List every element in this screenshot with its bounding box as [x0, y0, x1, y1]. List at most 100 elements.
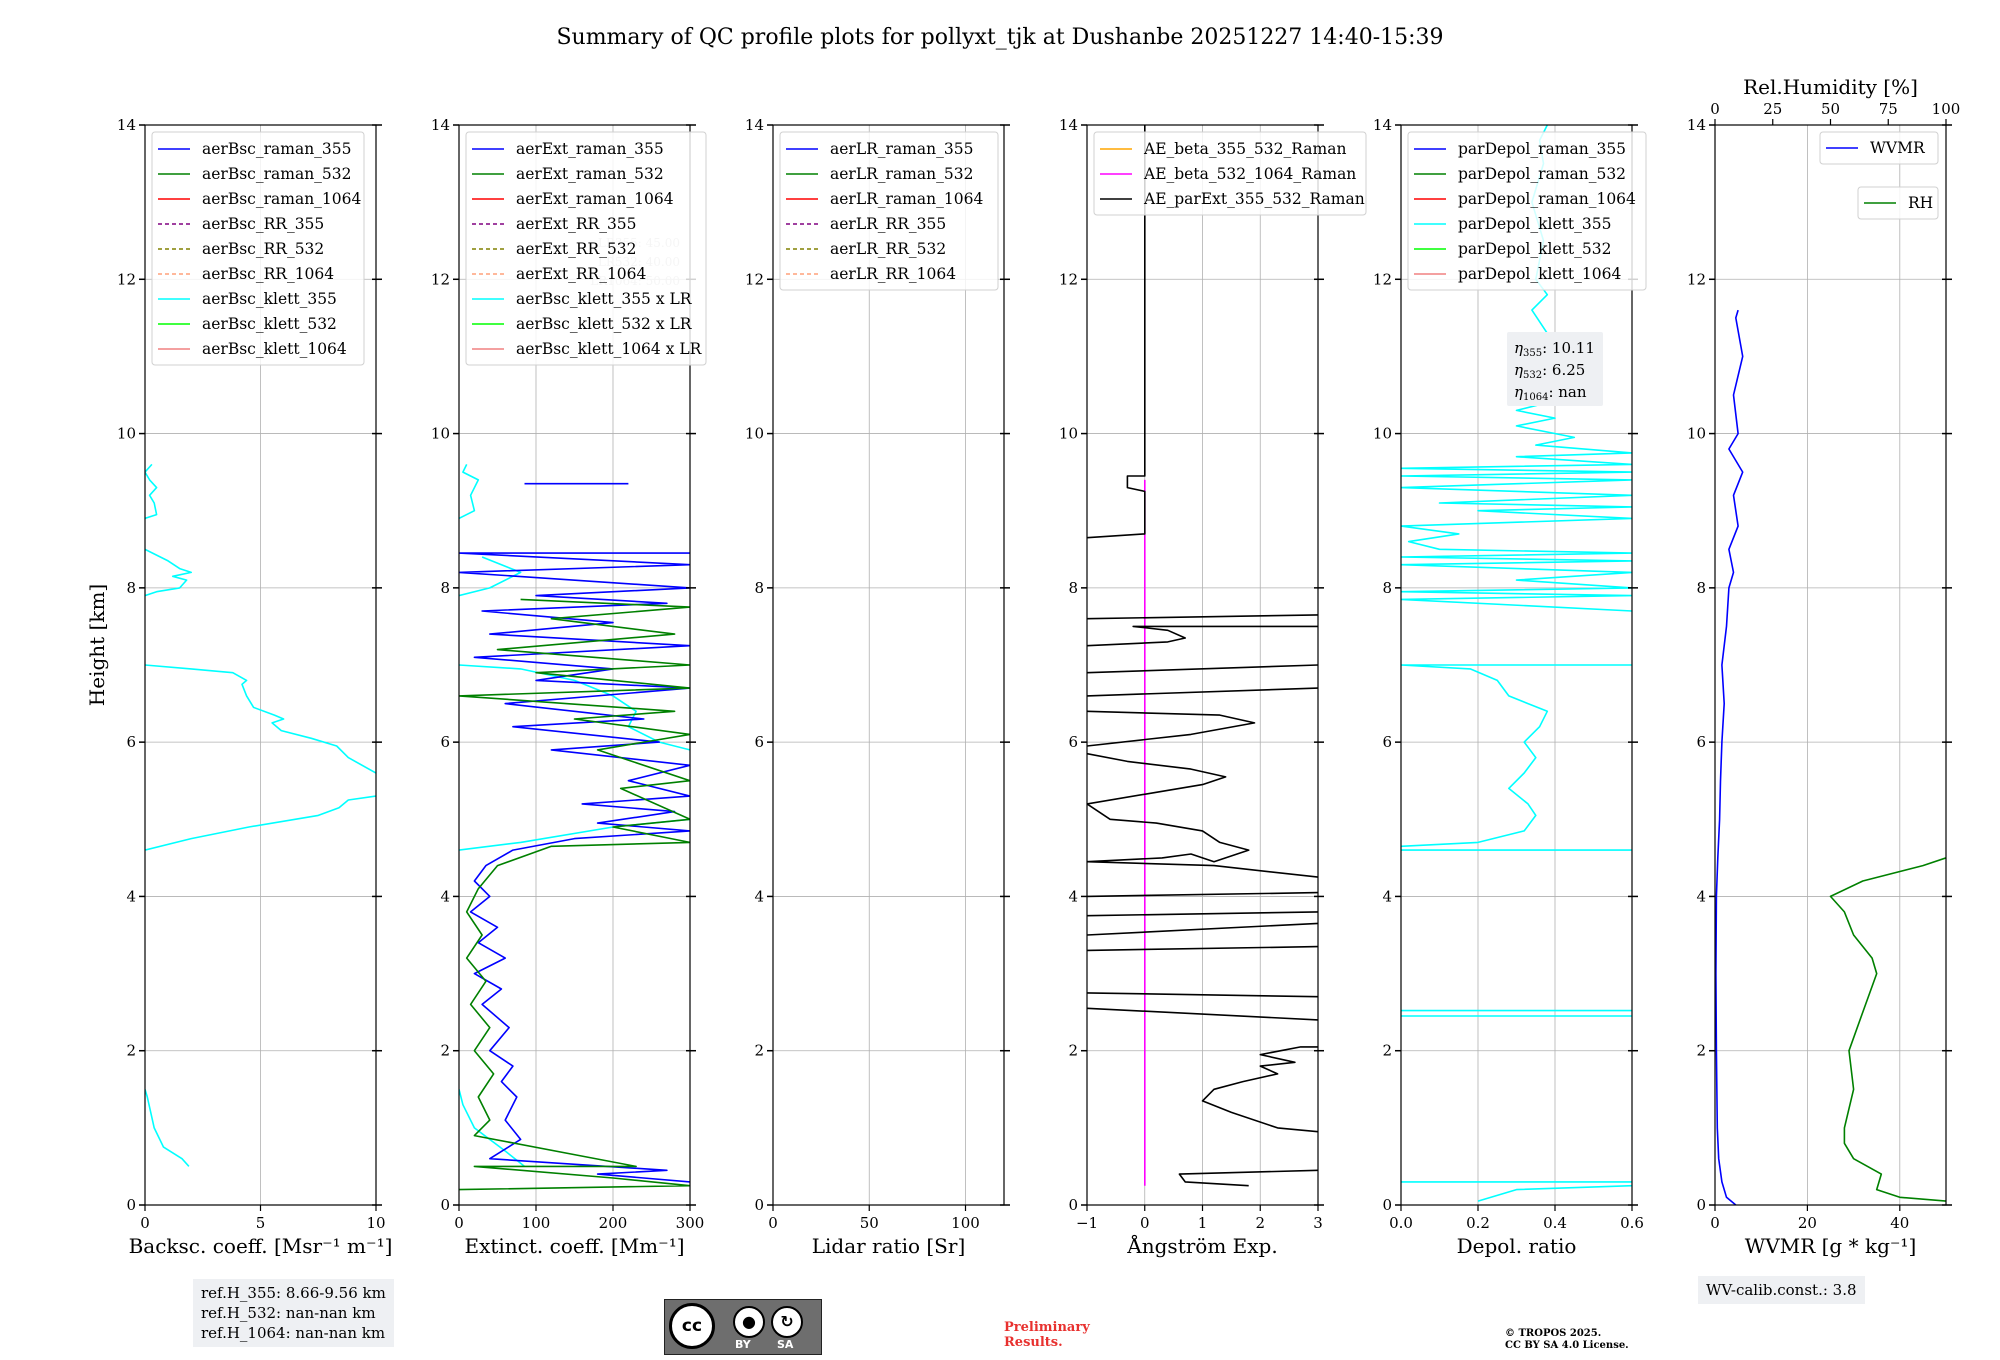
legend-label: aerLR_RR_1064: [830, 265, 956, 283]
cc-icon: cc: [669, 1303, 715, 1349]
y-tick-label: 14: [1373, 116, 1392, 134]
legend-label: aerExt_RR_355: [516, 215, 637, 233]
series-AE_parExt_355_532_Raman: [1087, 625, 1318, 647]
copyright-line2: CC BY SA 4.0 License.: [1505, 1340, 1629, 1351]
y-tick-label: 8: [1068, 579, 1078, 597]
series-AE_parExt_355_532_Raman: [1087, 614, 1318, 620]
by-icon: ●: [733, 1306, 765, 1338]
axes-frame: [1714, 124, 1947, 1206]
series-aerBsc_klett_355 x LR: [459, 1089, 525, 1168]
top-tick-label: 25: [1763, 100, 1782, 118]
legend-label: aerLR_raman_532: [830, 165, 973, 183]
cc-license-logo: cc ● ↻ BY SA: [664, 1299, 822, 1355]
y-tick-label: 6: [1382, 733, 1392, 751]
x-tick-label: 200: [599, 1214, 628, 1232]
x-tick-label: 300: [676, 1214, 705, 1232]
legend-label: aerBsc_RR_355: [202, 215, 324, 233]
series-aerExt_raman_355: [459, 552, 690, 1183]
legend-label: aerLR_raman_355: [830, 140, 973, 158]
top-axis-label: Rel.Humidity [%]: [1743, 75, 1918, 99]
y-tick-label: 0: [1382, 1196, 1392, 1214]
y-tick-label: 2: [1382, 1042, 1392, 1060]
x-tick-label: −1: [1076, 1214, 1098, 1232]
series-AE_parExt_355_532_Raman: [1087, 922, 1318, 936]
series-aerBsc_klett_355: [145, 664, 376, 774]
y-tick-label: 14: [745, 116, 764, 134]
y-tick-label: 10: [745, 425, 764, 443]
x-tick-label: 2: [1255, 1214, 1265, 1232]
legend-label: AE_parExt_355_532_Raman: [1143, 190, 1365, 208]
series-parDepol_klett_355: [1401, 664, 1632, 848]
legend-box: [465, 131, 707, 366]
series-group: [145, 463, 376, 1167]
eta-label: η355: 10.11: [1514, 339, 1595, 359]
y-tick-label: 6: [440, 733, 450, 751]
wv-calib-box: WV-calib.const.: 3.8: [1698, 1276, 1865, 1304]
panel-p5: 0 2 4 6 8 10 12 14 0.0 0.2 0.4 0.6 Depol. ratio parDe…: [1373, 116, 1647, 1258]
series-group: [1401, 125, 1632, 1202]
sa-icon: ↻: [771, 1306, 803, 1338]
legend-box: [1407, 131, 1647, 291]
series-AE_parExt_355_532_Raman: [1087, 687, 1318, 697]
series-AE_parExt_355_532_Raman: [1087, 125, 1146, 539]
legend-label: aerBsc_klett_532 x LR: [516, 315, 693, 333]
eta-label: η532: 6.25: [1514, 361, 1585, 381]
axes-frame: [772, 124, 1005, 1206]
legend-label: aerBsc_klett_355: [202, 290, 337, 308]
x-tick-label: 0: [454, 1214, 464, 1232]
x-axis-label: Backsc. coeff. [Msr⁻¹ m⁻¹]: [129, 1234, 393, 1258]
x-tick-label: 5: [256, 1214, 266, 1232]
x-tick-label: 20: [1798, 1214, 1817, 1232]
y-tick-label: 0: [1696, 1196, 1706, 1214]
series-AE_parExt_355_532_Raman: [1087, 803, 1318, 878]
ref-height-355: ref.H_355: 8.66-9.56 km: [201, 1284, 386, 1302]
panel-p3: 0 2 4 6 8 10 12 14 0 50 100 Lidar ratio [Sr] aerLR_r…: [745, 116, 1010, 1258]
axes-frame: [1400, 124, 1633, 1206]
x-axis-label: Ångström Exp.: [1126, 1233, 1277, 1258]
y-tick-label: 4: [1696, 887, 1706, 905]
y-tick-label: 12: [117, 270, 136, 288]
y-tick-label: 10: [431, 425, 450, 443]
series-AE_parExt_355_532_Raman: [1087, 1007, 1318, 1021]
legend-box: [1857, 186, 1939, 220]
y-tick-label: 12: [1059, 270, 1078, 288]
series-parDepol_klett_355: [1477, 1184, 1632, 1202]
y-tick-label: 8: [1382, 579, 1392, 597]
preliminary-note: Preliminary Results.: [1004, 1320, 1090, 1350]
ref-height-1064: ref.H_1064: nan-nan km: [201, 1324, 386, 1342]
ref-height-box: ref.H_355: 8.66-9.56 km ref.H_532: nan-n…: [193, 1279, 394, 1347]
x-tick-label: 0.4: [1543, 1214, 1567, 1232]
series-aerBsc_klett_355 x LR: [459, 464, 480, 520]
series-aerBsc_klett_355 x LR: [459, 556, 522, 597]
legend-label: aerExt_raman_355: [516, 140, 664, 158]
legend-label: WVMR: [1870, 139, 1926, 157]
x-tick-label: 0.0: [1389, 1214, 1413, 1232]
x-tick-label: 0: [1710, 1214, 1720, 1232]
legend-label: aerExt_raman_532: [516, 165, 664, 183]
legend-label: aerBsc_raman_355: [202, 140, 352, 158]
axes-frame: [458, 124, 691, 1206]
y-tick-label: 6: [754, 733, 764, 751]
y-tick-label: 8: [754, 579, 764, 597]
legend-label: aerLR_raman_1064: [830, 190, 983, 208]
y-tick-label: 12: [431, 270, 450, 288]
y-tick-label: 8: [126, 579, 136, 597]
y-tick-label: 14: [1687, 116, 1706, 134]
y-tick-label: 2: [440, 1042, 450, 1060]
series-group: [1715, 309, 1946, 1205]
legend-label: aerBsc_RR_1064: [202, 265, 334, 283]
x-tick-label: 0: [1140, 1214, 1150, 1232]
x-tick-label: 100: [522, 1214, 551, 1232]
legend-box: [779, 131, 999, 291]
figure-title: Summary of QC profile plots for pollyxt_…: [556, 25, 1443, 50]
top-tick-label: 100: [1932, 100, 1961, 118]
y-tick-label: 4: [1068, 887, 1078, 905]
sa-label: SA: [777, 1338, 794, 1351]
y-tick-label: 10: [1373, 425, 1392, 443]
series-aerBsc_klett_355: [145, 795, 376, 851]
legend-label: parDepol_klett_532: [1458, 240, 1611, 258]
y-tick-label: 0: [754, 1196, 764, 1214]
top-tick-label: 0: [1710, 100, 1720, 118]
